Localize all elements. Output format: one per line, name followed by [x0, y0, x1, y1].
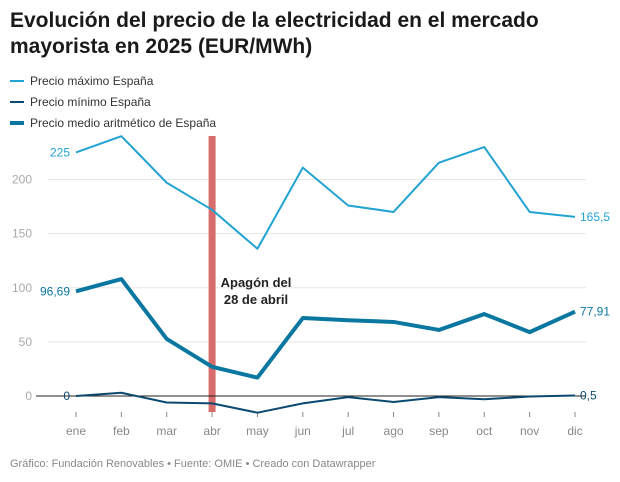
y-tick-label: 200 [12, 173, 32, 187]
x-tick-label: may [246, 424, 269, 438]
legend-swatch [10, 100, 24, 103]
x-tick-label: jul [341, 424, 354, 438]
y-tick-label: 150 [12, 227, 32, 241]
x-tick-label: ene [66, 424, 86, 438]
legend: Precio máximo España Precio mínimo Españ… [10, 70, 216, 133]
x-tick-label: feb [113, 424, 130, 438]
x-tick-label: ago [384, 424, 404, 438]
y-tick-label: 100 [12, 281, 32, 295]
series-line [75, 277, 576, 380]
x-tick-label: nov [520, 424, 539, 438]
series-line [75, 391, 576, 414]
series-start-label: 225 [50, 145, 70, 159]
y-tick-label: 50 [19, 335, 33, 349]
legend-label: Precio medio aritmético de España [30, 115, 217, 130]
chart-title: Evolución del precio de la electricidad … [10, 9, 539, 58]
legend-item-min: Precio mínimo España [10, 91, 216, 112]
legend-swatch [10, 120, 24, 125]
series-end-label: 165,5 [580, 210, 610, 224]
y-tick-label: 0 [25, 389, 32, 403]
x-tick-label: sep [429, 424, 449, 438]
series-line [75, 135, 576, 250]
x-tick-label: oct [476, 424, 493, 438]
legend-label: Precio mínimo España [30, 94, 151, 109]
legend-item-mean: Precio medio aritmético de España [10, 112, 216, 133]
footer-credits: Gráfico: Fundación Renovables • Fuente: … [10, 458, 376, 470]
series-end-label: 77,91 [580, 305, 610, 319]
annotation-text: 28 de abril [224, 292, 288, 307]
legend-swatch [10, 79, 24, 82]
x-tick-label: mar [156, 424, 177, 438]
x-tick-label: dic [567, 424, 582, 438]
x-tick-label: jun [294, 424, 311, 438]
x-tick-label: abr [203, 424, 220, 438]
series-end-label: 0,5 [580, 388, 597, 402]
series-start-label: 96,69 [40, 284, 70, 298]
legend-label: Precio máximo España [30, 73, 154, 88]
annotation-text: Apagón del [221, 275, 292, 290]
series-start-label: 0 [63, 389, 70, 403]
legend-item-max: Precio máximo España [10, 70, 216, 91]
annotation-bar [208, 136, 216, 412]
